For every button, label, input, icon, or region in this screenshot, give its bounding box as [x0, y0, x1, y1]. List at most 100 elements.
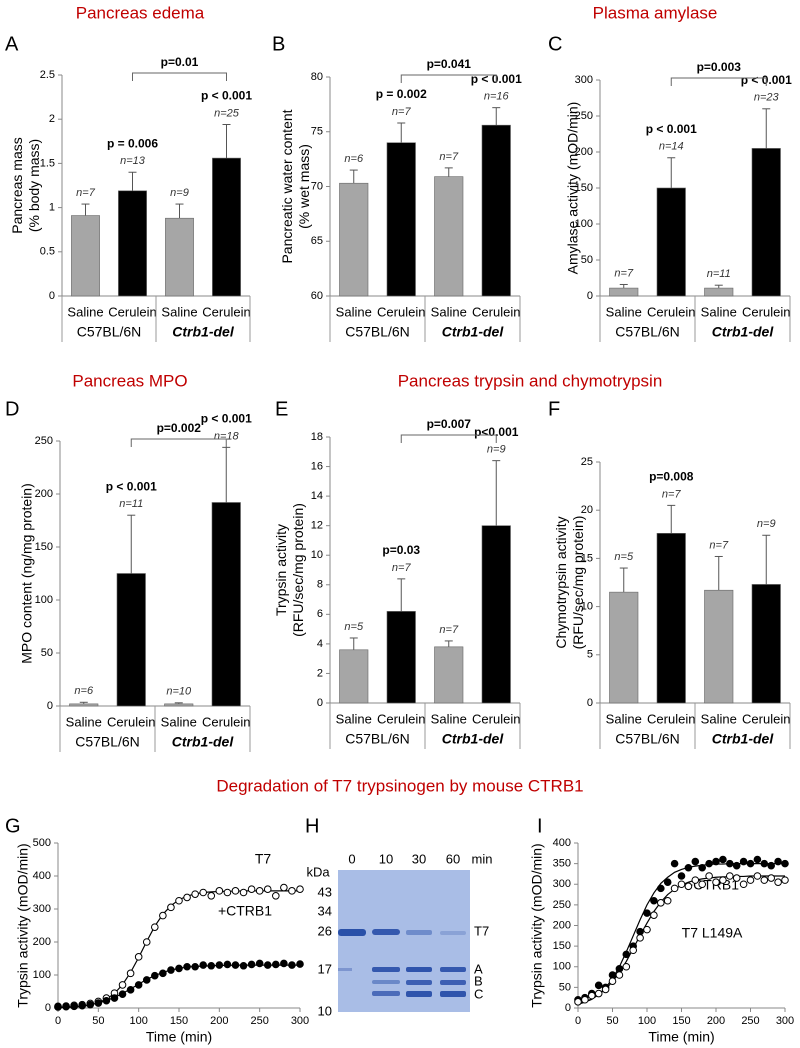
lane-label: 10: [379, 851, 393, 866]
gel-band: [372, 991, 400, 996]
data-point: [86, 1000, 95, 1009]
data-point: [594, 989, 603, 998]
y-tick-label: 60: [311, 290, 323, 302]
marker-label: 34: [318, 903, 332, 918]
data-point: [239, 961, 248, 970]
data-point: [691, 876, 700, 884]
y-tick-label: 500: [33, 837, 51, 849]
data-point: [78, 1001, 86, 1010]
data-point: [296, 885, 304, 894]
lane-label: 60: [446, 851, 460, 866]
data-point: [215, 887, 224, 895]
data-point: [705, 859, 713, 868]
bar: [116, 573, 146, 707]
group-label: C57BL/6N: [615, 324, 680, 340]
data-point: [753, 872, 762, 880]
panel-letter: B: [272, 33, 285, 55]
y-tick-label: 0: [587, 290, 593, 302]
data-point: [719, 855, 727, 864]
category-label: Saline: [701, 304, 737, 319]
y-tick-label: 200: [575, 146, 593, 158]
y-tick-label: 2.5: [40, 69, 55, 81]
data-point: [288, 887, 296, 895]
gel-image: [338, 870, 470, 1012]
y-tick-label: 1.5: [40, 157, 55, 169]
data-point: [142, 938, 151, 946]
data-point: [698, 880, 707, 889]
gel-band: [440, 980, 466, 985]
data-point: [705, 872, 713, 880]
data-point: [94, 999, 103, 1007]
panel-letter: A: [5, 33, 19, 55]
group-label: Ctrb1-del: [712, 731, 775, 747]
n-label: n=7: [392, 106, 412, 118]
y-tick-label: 350: [553, 858, 571, 870]
x-tick-label: 0: [55, 1015, 61, 1027]
y-tick-label: 50: [559, 981, 571, 993]
panel-letter: E: [275, 398, 288, 420]
significance-bracket: [132, 72, 227, 81]
bar: [434, 176, 464, 297]
p-label: p < 0.001: [106, 479, 157, 493]
marker-label: 26: [318, 923, 332, 938]
data-point: [753, 855, 762, 864]
p-label: p < 0.001: [201, 412, 252, 426]
n-label: n=14: [659, 141, 684, 153]
category-label: Cerulein: [472, 711, 520, 726]
data-point: [684, 882, 693, 891]
group-label: C57BL/6N: [345, 324, 410, 340]
gel-band: [406, 980, 432, 985]
data-point: [726, 872, 734, 880]
data-point: [247, 885, 256, 894]
category-label: Saline: [606, 711, 642, 726]
data-point: [70, 1002, 78, 1011]
bar: [751, 148, 781, 297]
bar: [71, 215, 100, 297]
n-label: n=5: [614, 551, 634, 563]
lane-unit: min: [472, 851, 493, 866]
gel-band: [406, 967, 432, 972]
n-label: n=16: [484, 91, 510, 103]
significance-bracket: [130, 438, 227, 447]
x-tick-label: 100: [129, 1015, 147, 1027]
y-axis-label: (% wet mass): [296, 144, 312, 229]
y-tick-label: 150: [575, 182, 593, 194]
data-point: [746, 859, 755, 868]
y-tick-label: 18: [311, 431, 323, 443]
data-point: [650, 911, 658, 919]
data-point: [677, 872, 686, 880]
section-title: Pancreas trypsin and chymotrypsin: [398, 371, 663, 390]
p-label: p < 0.001: [646, 122, 697, 136]
data-point: [650, 896, 658, 905]
data-point: [167, 966, 175, 974]
bar: [165, 217, 194, 297]
p-label: p = 0.002: [376, 87, 427, 101]
data-point: [774, 878, 782, 886]
y-tick-label: 0: [49, 290, 55, 302]
data-point: [102, 996, 111, 1005]
data-point: [191, 890, 199, 898]
data-point: [151, 923, 159, 931]
data-point: [134, 953, 143, 961]
panel-letter: C: [548, 33, 562, 55]
category-label: Saline: [161, 714, 197, 729]
y-tick-label: 5: [587, 649, 593, 661]
y-tick-label: 150: [35, 541, 53, 553]
category-label: Cerulein: [472, 304, 520, 319]
significance-bracket: [400, 434, 497, 443]
data-point: [199, 961, 207, 969]
x-tick-label: 250: [250, 1015, 268, 1027]
data-point: [657, 884, 665, 893]
y-tick-label: 250: [553, 899, 571, 911]
bar: [386, 611, 416, 704]
y-tick-label: 300: [575, 74, 593, 86]
x-tick-label: 200: [210, 1015, 228, 1027]
p-label: p < 0.001: [201, 89, 252, 103]
bracket-label: p=0.007: [427, 417, 472, 431]
y-tick-label: 0.5: [40, 246, 55, 258]
bar: [481, 124, 511, 297]
y-tick-label: 2: [317, 667, 323, 679]
data-point: [151, 971, 159, 980]
n-label: n=7: [439, 151, 459, 163]
group-label: C57BL/6N: [345, 731, 410, 747]
